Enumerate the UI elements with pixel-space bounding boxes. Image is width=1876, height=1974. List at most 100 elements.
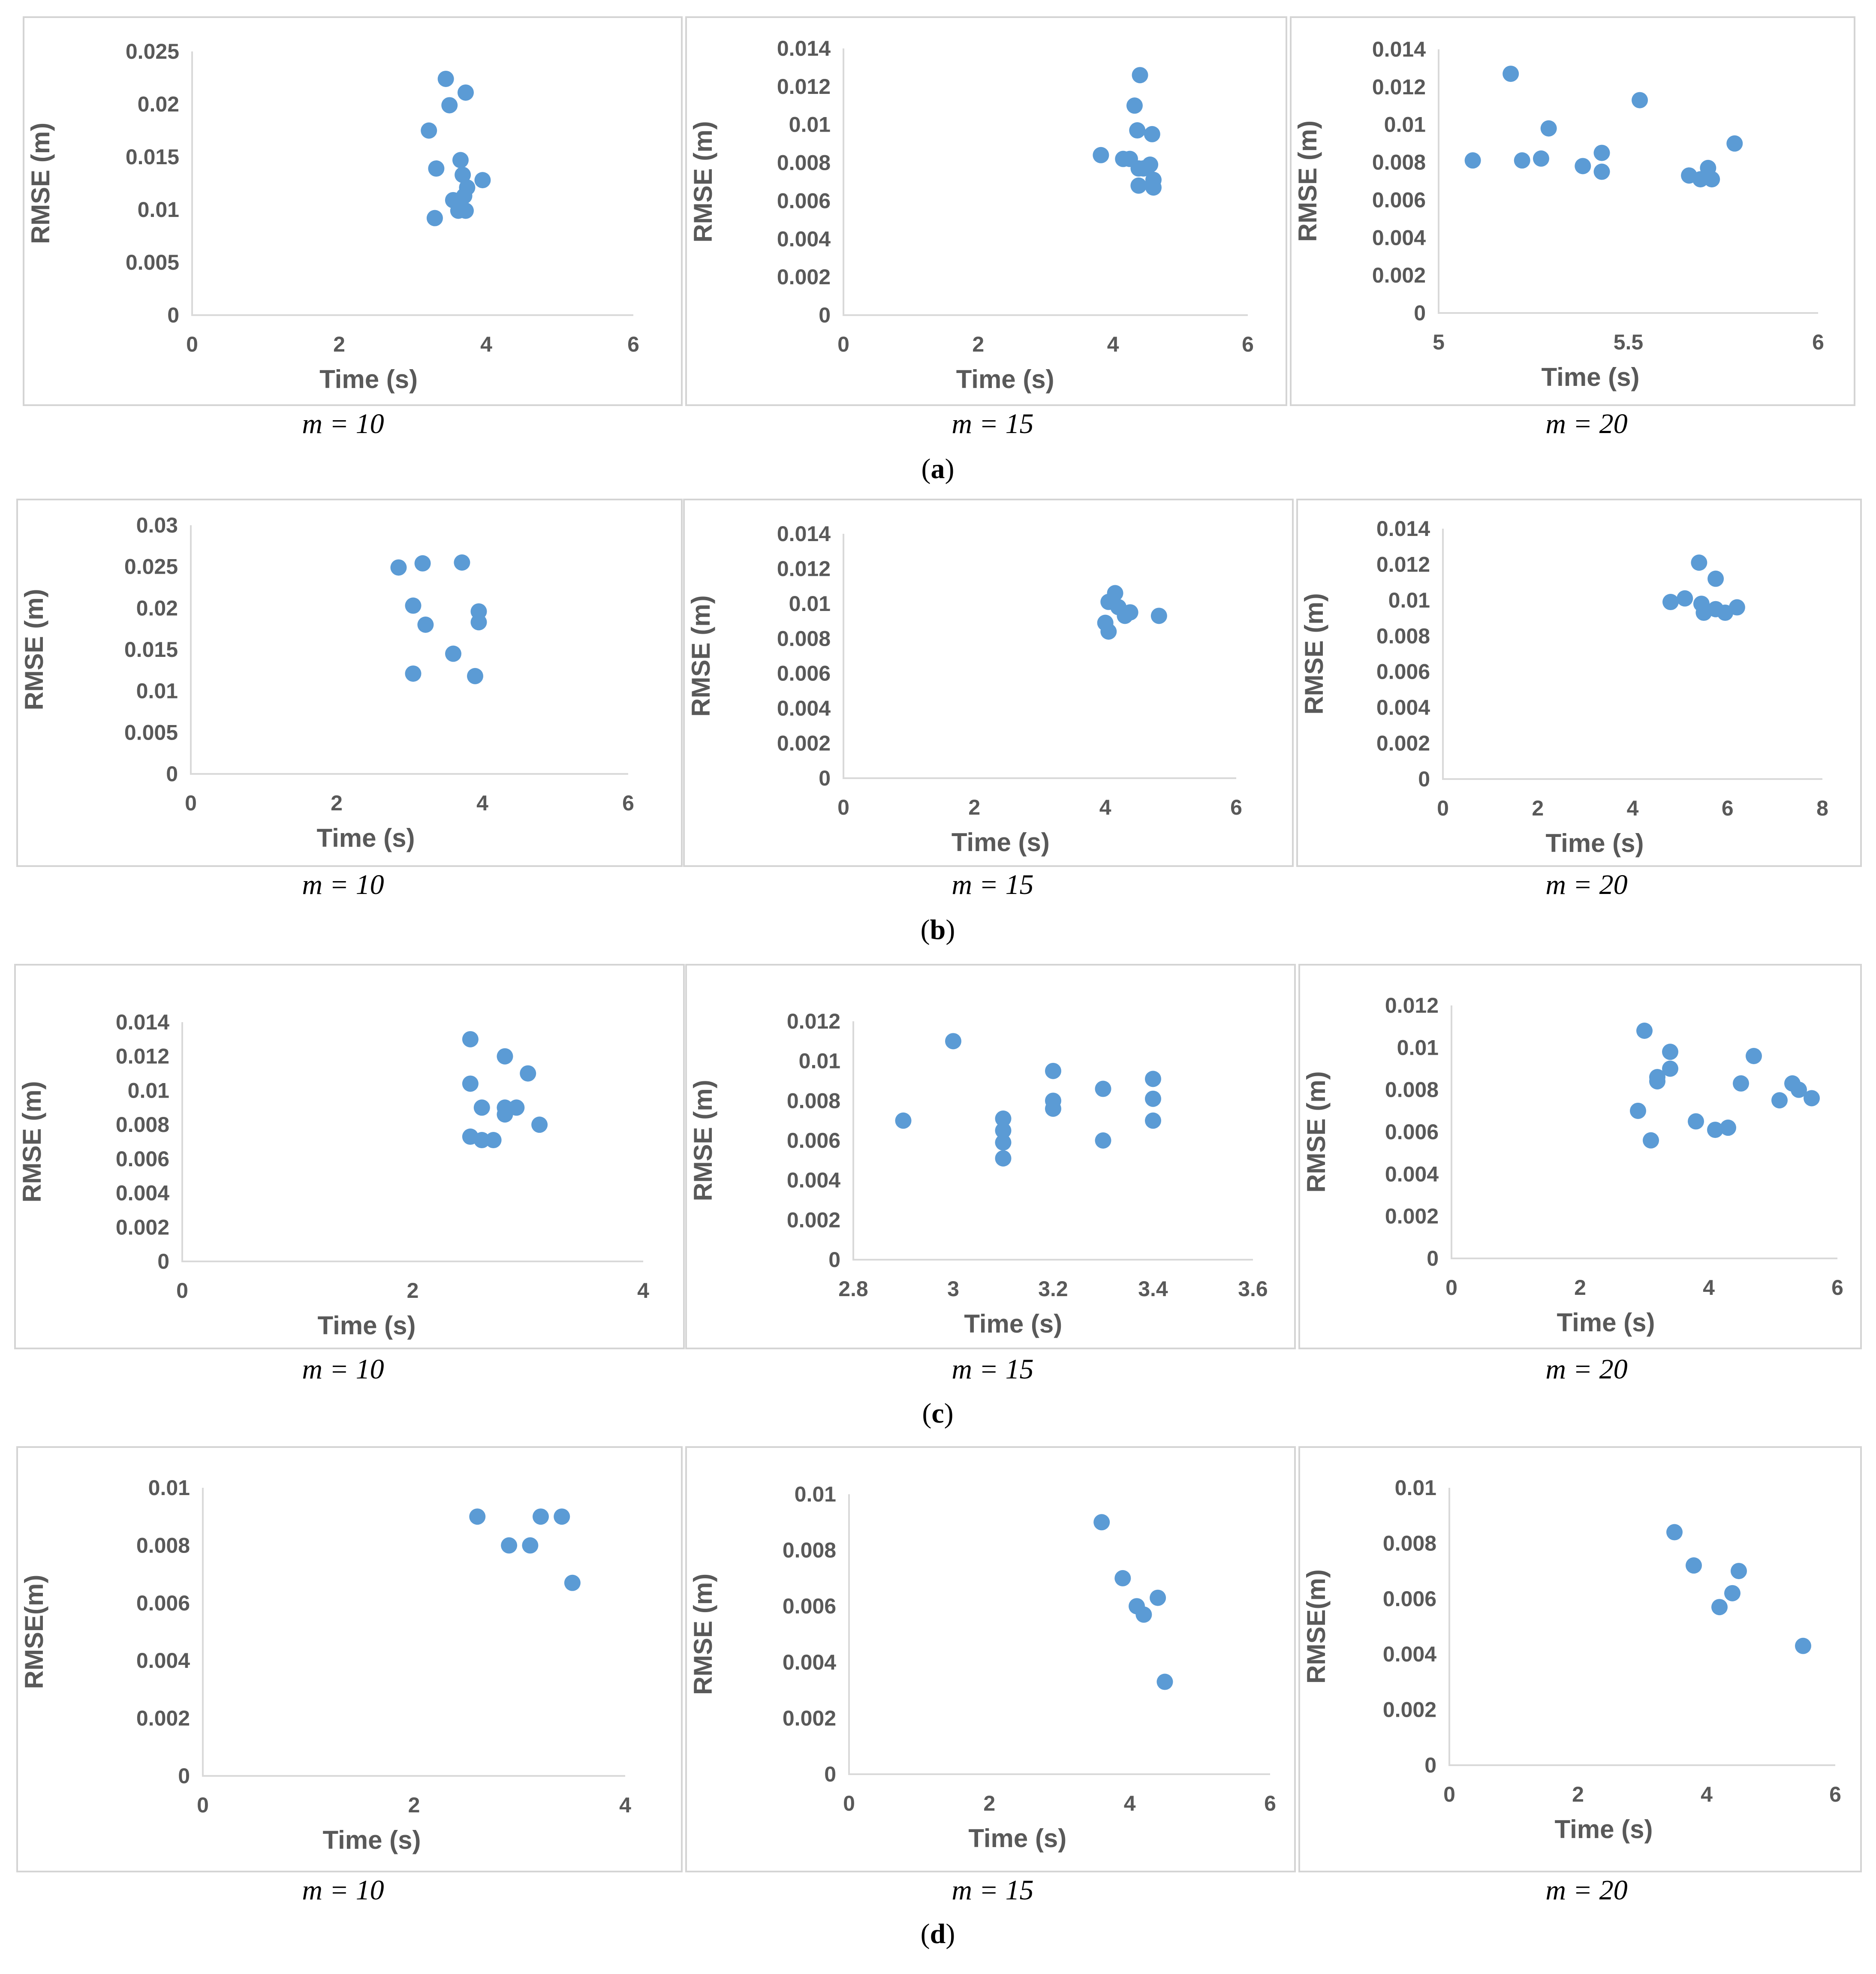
- data-point: [1746, 1048, 1762, 1064]
- y-tick-label: 0.006: [1383, 1587, 1436, 1611]
- x-axis-title: Time (s): [1542, 363, 1640, 391]
- x-tick-label: 2: [1574, 1276, 1586, 1300]
- data-point: [995, 1110, 1012, 1127]
- y-tick-label: 0.008: [777, 151, 831, 175]
- data-point: [1093, 1514, 1110, 1531]
- data-point: [417, 617, 434, 633]
- y-tick-label: 0.012: [1385, 993, 1439, 1017]
- y-axis-title: RMSE (m): [689, 1080, 717, 1201]
- y-axis-title: RMSE (m): [26, 123, 55, 244]
- panel-frame: [1298, 1446, 1862, 1872]
- data-point: [497, 1048, 513, 1065]
- x-tick-label: 4: [1099, 795, 1111, 819]
- y-tick-label: 0.002: [787, 1208, 840, 1232]
- data-point: [1145, 1112, 1161, 1129]
- data-point: [1707, 1122, 1723, 1138]
- x-axis-title: Time (s): [319, 365, 418, 394]
- row-label-letter: d: [930, 1918, 946, 1950]
- y-tick-label: 0.01: [1397, 1035, 1439, 1059]
- data-point: [1129, 122, 1146, 139]
- row-label: (c): [922, 1398, 953, 1429]
- data-point: [390, 559, 407, 576]
- y-tick-label: 0.012: [1376, 552, 1430, 576]
- x-tick-label: 6: [622, 791, 634, 815]
- data-point: [1575, 158, 1591, 175]
- data-point: [405, 597, 422, 614]
- y-axis-title: RMSE (m): [689, 1574, 717, 1695]
- x-tick-label: 3.4: [1138, 1277, 1168, 1301]
- x-axis-title: Time (s): [1555, 1815, 1653, 1844]
- panel-caption: m = 20: [1545, 869, 1627, 900]
- x-tick-label: 2: [968, 795, 980, 819]
- y-tick-label: 0.014: [1376, 517, 1430, 541]
- y-axis-title: RMSE (m): [20, 589, 48, 710]
- axis-lines: [843, 534, 1236, 779]
- x-tick-label: 0: [837, 795, 849, 819]
- y-tick-label: 0: [819, 303, 831, 327]
- data-point: [501, 1537, 518, 1554]
- data-point: [414, 555, 431, 572]
- data-point: [1686, 1557, 1702, 1574]
- data-point: [1514, 152, 1530, 169]
- axis-lines: [1438, 49, 1818, 314]
- panel-caption: m = 20: [1545, 1875, 1627, 1906]
- panel-caption: m = 20: [1545, 1354, 1627, 1385]
- y-tick-label: 0.006: [777, 662, 831, 686]
- panel-caption: m = 10: [302, 1875, 384, 1906]
- y-tick-label: 0.002: [136, 1706, 190, 1730]
- y-tick-label: 0.004: [787, 1168, 840, 1192]
- y-tick-label: 0.012: [777, 557, 831, 581]
- x-axis-title: Time (s): [964, 1309, 1062, 1338]
- data-point: [995, 1150, 1012, 1167]
- y-tick-label: 0.02: [136, 596, 178, 620]
- data-point: [467, 668, 483, 684]
- panel-frame: [16, 499, 683, 867]
- data-point: [455, 166, 471, 183]
- data-point: [1503, 66, 1519, 82]
- data-point: [1677, 590, 1693, 607]
- y-tick-label: 0.006: [116, 1147, 169, 1171]
- data-point: [1135, 160, 1152, 177]
- y-tick-label: 0.012: [116, 1044, 169, 1068]
- y-tick-label: 0: [166, 762, 178, 786]
- row-label: (b): [921, 914, 955, 945]
- data-point: [533, 1508, 549, 1525]
- data-point: [1691, 554, 1707, 571]
- y-tick-label: 0.008: [787, 1089, 840, 1113]
- row-label-close: ): [946, 1918, 955, 1950]
- scatter-panel: 0 0.002 0.004 0.006 0.008 0.01 0 2 4 Time (s) RMSE…: [16, 1446, 683, 1872]
- row-label-letter: a: [931, 453, 945, 484]
- x-tick-label: 2: [972, 332, 984, 356]
- panel-caption: m = 15: [952, 1875, 1033, 1906]
- y-tick-label: 0: [167, 303, 179, 327]
- data-point: [1695, 605, 1712, 621]
- scatter-panel: 0 0.002 0.004 0.006 0.008 0.01 0.012 0.014 5 5.5 6…: [1290, 16, 1855, 406]
- y-tick-label: 0.004: [777, 696, 831, 720]
- data-point: [462, 1075, 479, 1092]
- axis-lines: [852, 1021, 1253, 1261]
- scatter-panel: 0 0.002 0.004 0.006 0.008 0.01 0.012 0.014 0 2 4 6 T…: [683, 499, 1294, 867]
- axis-lines: [1442, 529, 1822, 780]
- data-point: [520, 1065, 536, 1082]
- x-tick-label: 6: [1722, 796, 1734, 820]
- row-label-close: ): [946, 914, 955, 945]
- data-point: [426, 210, 443, 226]
- y-tick-label: 0.004: [1383, 1642, 1436, 1666]
- x-tick-label: 2: [407, 1279, 419, 1303]
- panel-frame: [685, 16, 1287, 406]
- y-tick-label: 0: [824, 1762, 836, 1786]
- data-point: [1731, 1563, 1747, 1580]
- y-tick-label: 0.006: [783, 1594, 836, 1618]
- y-tick-label: 0.006: [777, 189, 831, 213]
- x-tick-label: 5: [1433, 330, 1445, 354]
- x-axis-title: Time (s): [317, 824, 415, 852]
- y-tick-label: 0.014: [1372, 37, 1426, 61]
- scatter-panel: 0 0.005 0.01 0.015 0.02 0.025 0 2 4 6 Time (s) RMSE…: [23, 16, 683, 406]
- data-point: [1726, 135, 1743, 152]
- scatter-panel: 0 0.002 0.004 0.006 0.008 0.01 0.012 2.8 3 3.2 3.4…: [685, 964, 1296, 1349]
- data-point: [454, 554, 470, 571]
- row-label-letter: c: [931, 1398, 944, 1429]
- data-point: [564, 1574, 581, 1591]
- x-tick-label: 8: [1816, 796, 1828, 820]
- scatter-panel: 0 0.002 0.004 0.006 0.008 0.01 0.012 0.014 0 2 4 6 T…: [685, 16, 1287, 406]
